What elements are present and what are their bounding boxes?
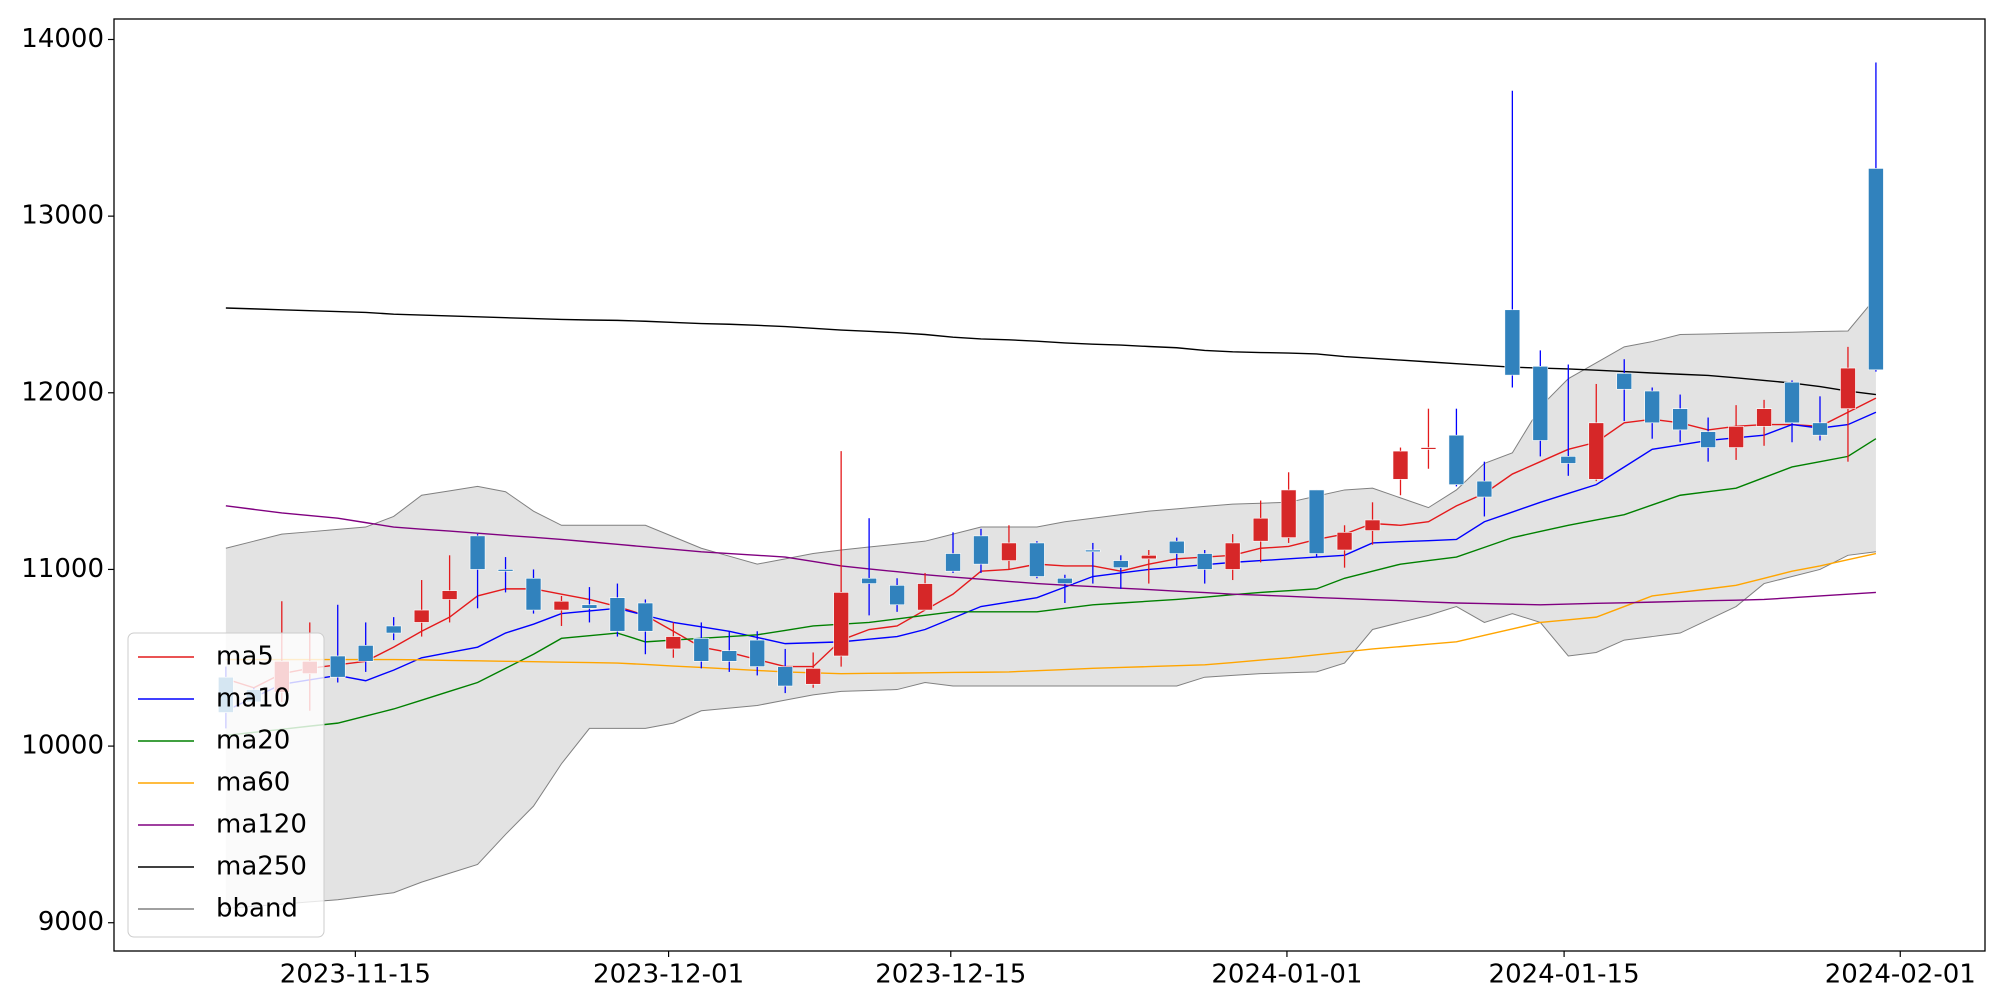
candle-body	[861, 577, 877, 584]
ma-line	[225, 552, 1877, 675]
candle-body	[1196, 553, 1213, 570]
candle-body	[1728, 426, 1744, 448]
candle-body	[973, 535, 989, 565]
candle-body	[1532, 365, 1549, 441]
candle-body	[777, 666, 794, 687]
candle-body	[1113, 560, 1129, 568]
y-tick-label: 13000	[21, 201, 104, 231]
legend-label: ma60	[216, 768, 290, 798]
legend-label: ma5	[216, 642, 274, 672]
y-tick-label: 9000	[38, 907, 104, 937]
legend-label: ma250	[216, 852, 307, 882]
candle-body	[1168, 540, 1185, 554]
candle-body	[469, 535, 486, 570]
candle-body	[1420, 447, 1437, 450]
candle-body	[749, 639, 766, 667]
x-tick-label: 2023-12-01	[593, 960, 744, 990]
bband-area	[225, 297, 1876, 909]
candle-body	[385, 625, 402, 634]
candle-body	[721, 650, 738, 662]
candle-body	[1085, 549, 1101, 553]
ma-line	[225, 438, 1877, 737]
candle-body	[665, 636, 682, 650]
candle-body	[441, 590, 458, 600]
candle-body	[525, 577, 542, 611]
candle-body	[1672, 408, 1688, 431]
candle-body	[609, 597, 626, 632]
candle-body	[1756, 408, 1772, 427]
ma-line	[225, 505, 1876, 606]
candle-body	[1029, 542, 1045, 577]
legend-label: ma10	[216, 684, 290, 714]
candle-body	[1308, 489, 1325, 554]
candle-body	[1280, 489, 1297, 538]
y-tick-label: 10000	[21, 731, 104, 761]
candle-body	[637, 602, 654, 632]
candle-body	[1336, 532, 1353, 551]
x-tick-label: 2024-01-15	[1489, 960, 1640, 990]
candle-body	[1644, 390, 1660, 424]
candle-body	[693, 638, 710, 662]
candle-body	[1840, 367, 1856, 409]
candle-body	[945, 553, 961, 572]
candle-body	[1140, 555, 1157, 560]
x-tick-label: 2023-12-15	[875, 960, 1026, 990]
candle-body	[1616, 373, 1633, 390]
legend: ma5 ma10 ma20 ma60 ma120 ma250 bband	[127, 632, 325, 938]
x-tick-label: 2023-11-15	[280, 960, 431, 990]
candle-body	[1588, 422, 1605, 480]
candle-body	[581, 604, 598, 609]
candle-body	[1001, 542, 1017, 561]
x-tick-label: 2024-02-01	[1825, 960, 1976, 990]
bband-upper	[225, 297, 1877, 565]
candle-body	[1700, 431, 1716, 448]
candle-body	[1504, 309, 1521, 376]
ma-line	[225, 411, 1877, 712]
candle-body	[1868, 168, 1884, 371]
candle-body	[497, 569, 514, 572]
legend-box	[127, 632, 325, 938]
candle-body	[413, 609, 430, 623]
ma-line	[225, 307, 1877, 396]
candle-body	[1252, 517, 1269, 542]
legend-label: ma20	[216, 726, 290, 756]
candle-body	[1784, 381, 1800, 424]
x-tick-label: 2024-01-01	[1211, 960, 1362, 990]
candle-body	[889, 585, 905, 606]
candle-body	[329, 655, 346, 678]
legend-label: ma120	[216, 810, 307, 840]
candle-body	[1812, 422, 1828, 436]
candle-body	[1057, 577, 1073, 584]
candle-body	[357, 645, 374, 662]
candle-body	[1476, 480, 1493, 498]
candle-body	[917, 583, 933, 611]
candle-body	[1560, 456, 1577, 464]
candle-body	[1224, 542, 1241, 570]
candle-body	[1364, 519, 1381, 531]
axes-frame	[113, 18, 1986, 952]
legend-label: bband	[216, 894, 298, 924]
candle-body	[805, 668, 821, 685]
candle-body	[1448, 434, 1465, 485]
y-tick-label: 11000	[21, 554, 104, 584]
y-tick-label: 12000	[21, 377, 104, 407]
bband-lower	[225, 551, 1876, 910]
candle-body	[833, 592, 849, 657]
candle-body	[1392, 450, 1409, 480]
y-tick-label: 14000	[21, 24, 104, 54]
candle-body	[553, 600, 570, 611]
